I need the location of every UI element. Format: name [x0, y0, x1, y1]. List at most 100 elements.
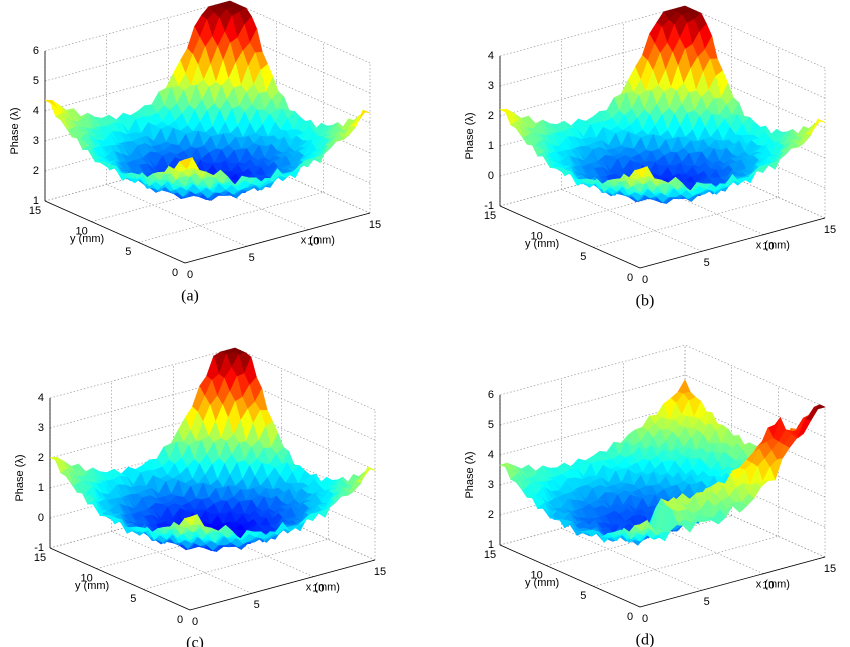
z-tick-label: 1 [488, 140, 494, 152]
grid-line [684, 5, 826, 69]
axis-line [639, 217, 826, 269]
grid-line [499, 344, 686, 396]
z-tick-label: 5 [488, 419, 494, 431]
z-tick-label: 0 [488, 170, 494, 182]
z-axis-label: Phase (λ) [464, 451, 476, 498]
grid-line [44, 30, 231, 82]
z-tick-label: 3 [488, 479, 494, 491]
axis-line [184, 212, 371, 264]
z-tick-label: 6 [33, 45, 39, 57]
grid-line [234, 377, 376, 441]
z-tick-label: 2 [33, 165, 39, 177]
grid-line [168, 167, 309, 230]
grid-line [44, 0, 231, 52]
grid-line [234, 467, 376, 531]
z-tick-label: 3 [33, 135, 39, 147]
grid-line [49, 347, 236, 399]
y-axis-label: y (mm) [75, 580, 109, 592]
grid-line [684, 464, 826, 528]
surface-patch [633, 519, 648, 531]
grid-line [234, 497, 376, 561]
y-tick-label: 10 [531, 570, 543, 582]
grid-line [499, 5, 686, 57]
z-tick-label: 0 [38, 512, 44, 524]
grid-line [229, 60, 371, 124]
grid-line [499, 65, 686, 117]
grid-line [561, 528, 702, 591]
x-axis-label: x (mm) [306, 581, 340, 593]
grid-line [234, 407, 376, 471]
surface-patch [677, 379, 691, 395]
panel-label: (b) [636, 293, 655, 310]
grid-line [684, 434, 826, 498]
grid-line [49, 377, 236, 429]
y-tick-label: 15 [484, 210, 496, 222]
y-tick-label: 15 [29, 205, 41, 217]
x-tick-label: 5 [249, 252, 255, 264]
grid-line [229, 0, 371, 64]
grid-line [499, 404, 686, 456]
x-tick-label: 0 [192, 616, 198, 628]
z-tick-label: 6 [488, 389, 494, 401]
grid-line [44, 60, 231, 112]
z-tick-label: -1 [34, 542, 44, 554]
grid-line [593, 196, 779, 248]
z-tick-label: 1 [488, 539, 494, 551]
x-tick-label: 5 [704, 596, 710, 608]
axis-line [189, 559, 376, 611]
grid-line [143, 538, 329, 590]
grid-line [173, 514, 314, 577]
grid-line [684, 404, 826, 468]
y-tick-label: 15 [484, 549, 496, 561]
y-axis-label: y (mm) [525, 238, 559, 250]
grid-line [684, 155, 826, 219]
y-tick-label: 10 [81, 573, 93, 585]
x-tick-label: 15 [369, 219, 381, 231]
panel-label: (d) [636, 632, 655, 647]
z-axis-label: Phase (λ) [464, 112, 476, 159]
x-tick-label: 15 [824, 563, 836, 575]
grid-line [111, 531, 252, 594]
grid-line [684, 65, 826, 129]
x-tick-label: 0 [642, 613, 648, 625]
y-tick-label: 15 [34, 552, 46, 564]
grid-line [623, 172, 764, 235]
axis-line [639, 556, 826, 608]
x-axis-label: x (mm) [756, 578, 790, 590]
y-tick-label: 0 [177, 614, 183, 626]
grid-line [684, 35, 826, 99]
grid-line [684, 125, 826, 189]
y-tick-label: 0 [627, 272, 633, 284]
z-axis-label: Phase (λ) [14, 454, 26, 501]
grid-line [499, 374, 686, 426]
z-tick-label: 3 [38, 422, 44, 434]
grid-line [546, 176, 732, 228]
y-axis-label: y (mm) [70, 233, 104, 245]
y-tick-label: 10 [76, 226, 88, 238]
grid-line [49, 407, 236, 459]
grid-line [138, 191, 324, 243]
y-tick-label: 5 [580, 590, 586, 602]
x-tick-label: 0 [642, 274, 648, 286]
x-tick-label: 0 [187, 269, 193, 281]
grid-line [684, 344, 826, 408]
axis-line [49, 547, 191, 611]
axis-line [499, 205, 641, 269]
z-tick-label: 4 [488, 50, 494, 62]
y-tick-label: 10 [531, 231, 543, 243]
z-tick-label: 2 [488, 110, 494, 122]
grid-line [623, 511, 764, 574]
axis-line [44, 200, 186, 264]
y-tick-label: 5 [130, 593, 136, 605]
grid-line [229, 90, 371, 154]
axis-line [499, 544, 641, 608]
z-axis-label: Phase (λ) [9, 107, 21, 154]
x-tick-label: 15 [374, 566, 386, 578]
surface [499, 5, 826, 204]
surface-patch [634, 165, 648, 178]
y-tick-label: 0 [172, 267, 178, 279]
x-axis-label: x (mm) [756, 239, 790, 251]
